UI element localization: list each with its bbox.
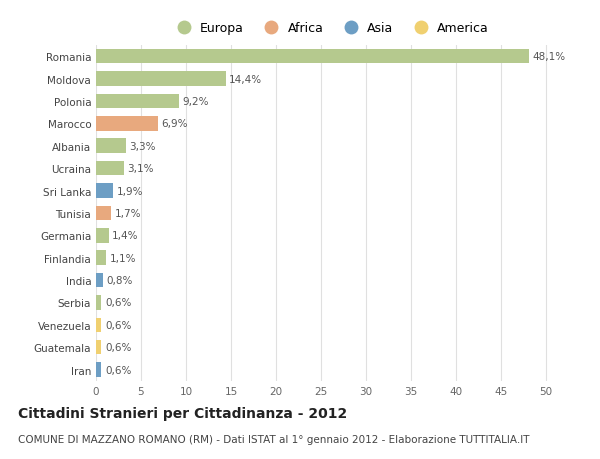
Text: 1,4%: 1,4% (112, 231, 139, 241)
Bar (96, 318, 101, 332)
Bar (96, 206, 112, 221)
Text: 14,4%: 14,4% (229, 74, 262, 84)
Text: 3,1%: 3,1% (128, 164, 154, 174)
Bar (96, 296, 101, 310)
Text: 0,6%: 0,6% (105, 320, 131, 330)
Bar (96, 251, 106, 265)
Legend: Europa, Africa, Asia, America: Europa, Africa, Asia, America (167, 19, 493, 39)
Bar (96, 162, 124, 176)
Bar (96, 95, 179, 109)
Text: 6,9%: 6,9% (162, 119, 188, 129)
Text: Cittadini Stranieri per Cittadinanza - 2012: Cittadini Stranieri per Cittadinanza - 2… (18, 406, 347, 420)
Text: COMUNE DI MAZZANO ROMANO (RM) - Dati ISTAT al 1° gennaio 2012 - Elaborazione TUT: COMUNE DI MAZZANO ROMANO (RM) - Dati IST… (18, 434, 530, 444)
Text: 0,6%: 0,6% (105, 365, 131, 375)
Text: 9,2%: 9,2% (182, 97, 209, 107)
Bar (96, 273, 103, 288)
Text: 3,3%: 3,3% (130, 141, 156, 151)
Text: 0,6%: 0,6% (105, 342, 131, 353)
Text: 0,8%: 0,8% (107, 275, 133, 285)
Text: 0,6%: 0,6% (105, 298, 131, 308)
Bar (96, 139, 126, 154)
Bar (96, 184, 113, 198)
Bar (96, 340, 101, 355)
Text: 1,7%: 1,7% (115, 208, 142, 218)
Text: 1,9%: 1,9% (116, 186, 143, 196)
Bar (96, 363, 101, 377)
Bar (96, 229, 109, 243)
Bar (96, 117, 158, 131)
Text: 48,1%: 48,1% (533, 52, 566, 62)
Text: 1,1%: 1,1% (110, 253, 136, 263)
Bar (96, 50, 529, 64)
Bar (96, 72, 226, 87)
